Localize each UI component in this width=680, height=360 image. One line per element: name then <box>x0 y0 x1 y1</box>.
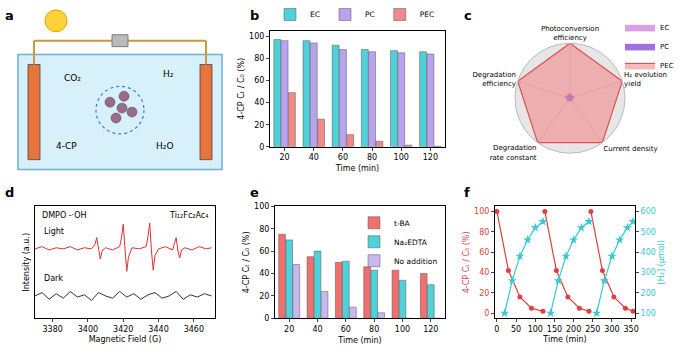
svg-text:PC: PC <box>660 43 669 51</box>
svg-text:100: 100 <box>641 309 656 318</box>
svg-text:20: 20 <box>259 292 269 301</box>
svg-text:PC: PC <box>365 10 375 19</box>
svg-text:Time (min): Time (min) <box>337 336 381 345</box>
svg-text:a: a <box>5 8 14 23</box>
svg-text:80: 80 <box>479 228 489 237</box>
svg-text:3440: 3440 <box>148 325 168 334</box>
svg-text:100: 100 <box>474 207 489 216</box>
svg-text:Current density: Current density <box>603 145 657 153</box>
svg-text:H₂O: H₂O <box>156 141 173 151</box>
svg-text:20: 20 <box>254 120 264 129</box>
svg-text:300: 300 <box>641 268 656 277</box>
svg-text:c: c <box>464 8 472 23</box>
svg-text:No addition: No addition <box>394 257 437 266</box>
svg-text:3400: 3400 <box>78 325 98 334</box>
svg-text:[H₂] (μmol): [H₂] (μmol) <box>657 240 666 284</box>
svg-text:100: 100 <box>394 153 409 162</box>
svg-text:40: 40 <box>259 269 269 278</box>
svg-text:e: e <box>250 185 259 200</box>
svg-text:600: 600 <box>641 207 656 216</box>
svg-text:b: b <box>250 8 259 23</box>
svg-text:400: 400 <box>641 248 656 257</box>
svg-text:H₂: H₂ <box>163 69 174 79</box>
svg-text:150: 150 <box>547 325 562 334</box>
svg-text:3460: 3460 <box>184 325 204 334</box>
svg-text:500: 500 <box>641 228 656 237</box>
svg-text:40: 40 <box>312 325 322 334</box>
svg-text:3420: 3420 <box>113 325 133 334</box>
svg-text:PEC: PEC <box>660 62 674 70</box>
svg-text:4-CP Cₜ / C₀ (%): 4-CP Cₜ / C₀ (%) <box>242 231 251 293</box>
svg-text:100: 100 <box>395 325 410 334</box>
svg-text:4-CP: 4-CP <box>56 141 77 151</box>
svg-text:EC: EC <box>310 10 320 19</box>
svg-text:CO₂: CO₂ <box>64 73 81 83</box>
svg-text:4-CP Cₜ / C₀ (%): 4-CP Cₜ / C₀ (%) <box>462 231 471 293</box>
svg-text:Intensity (a.u.): Intensity (a.u.) <box>22 233 31 292</box>
svg-text:80: 80 <box>259 225 269 234</box>
svg-text:Light: Light <box>44 227 64 236</box>
svg-text:40: 40 <box>254 98 264 107</box>
svg-text:3380: 3380 <box>42 325 62 334</box>
svg-text:Photoconversionefficiency: Photoconversionefficiency <box>541 25 599 42</box>
svg-text:f: f <box>464 185 470 200</box>
svg-text:Ti₁₂Fc₂Ac₄: Ti₁₂Fc₂Ac₄ <box>169 211 208 220</box>
svg-text:0: 0 <box>484 309 489 318</box>
svg-text:Dark: Dark <box>44 274 63 283</box>
svg-text:Time (min): Time (min) <box>542 335 586 344</box>
svg-text:120: 120 <box>423 153 438 162</box>
svg-text:Na₂EDTA: Na₂EDTA <box>394 238 428 247</box>
svg-text:40: 40 <box>479 268 489 277</box>
svg-text:H₂ evolutionyield: H₂ evolutionyield <box>624 71 667 88</box>
svg-text:Time (min): Time (min) <box>335 164 379 173</box>
svg-text:60: 60 <box>254 76 264 85</box>
svg-text:200: 200 <box>641 289 656 298</box>
svg-text:0: 0 <box>494 325 499 334</box>
svg-text:60: 60 <box>479 248 489 257</box>
svg-text:0: 0 <box>264 314 269 323</box>
svg-text:100: 100 <box>249 32 264 41</box>
svg-text:60: 60 <box>338 153 348 162</box>
svg-text:350: 350 <box>624 325 639 334</box>
svg-text:120: 120 <box>423 325 438 334</box>
svg-text:EC: EC <box>660 24 669 32</box>
svg-text:250: 250 <box>585 325 600 334</box>
svg-text:60: 60 <box>341 325 351 334</box>
svg-text:300: 300 <box>604 325 619 334</box>
svg-text:50: 50 <box>511 325 521 334</box>
svg-text:PEC: PEC <box>420 10 435 19</box>
svg-text:d: d <box>5 185 14 200</box>
svg-text:Degradationrate constant: Degradationrate constant <box>490 144 537 161</box>
svg-text:20: 20 <box>284 325 294 334</box>
svg-text:80: 80 <box>367 153 377 162</box>
svg-text:4-CP Cₜ / C₀ (%): 4-CP Cₜ / C₀ (%) <box>237 58 246 120</box>
svg-text:200: 200 <box>566 325 581 334</box>
svg-text:100: 100 <box>254 202 269 211</box>
svg-text:Magnetic Field (G): Magnetic Field (G) <box>89 335 162 344</box>
svg-text:40: 40 <box>309 153 319 162</box>
svg-text:60: 60 <box>259 247 269 256</box>
svg-text:100: 100 <box>528 325 543 334</box>
svg-text:20: 20 <box>279 153 289 162</box>
svg-text:0: 0 <box>259 143 264 152</box>
svg-text:80: 80 <box>369 325 379 334</box>
svg-text:80: 80 <box>254 54 264 63</box>
svg-text:20: 20 <box>479 289 489 298</box>
svg-text:DMPO -·OH: DMPO -·OH <box>42 211 86 220</box>
svg-text:Degradationefficiency: Degradationefficiency <box>472 71 515 88</box>
svg-text:t-BA: t-BA <box>394 219 411 228</box>
